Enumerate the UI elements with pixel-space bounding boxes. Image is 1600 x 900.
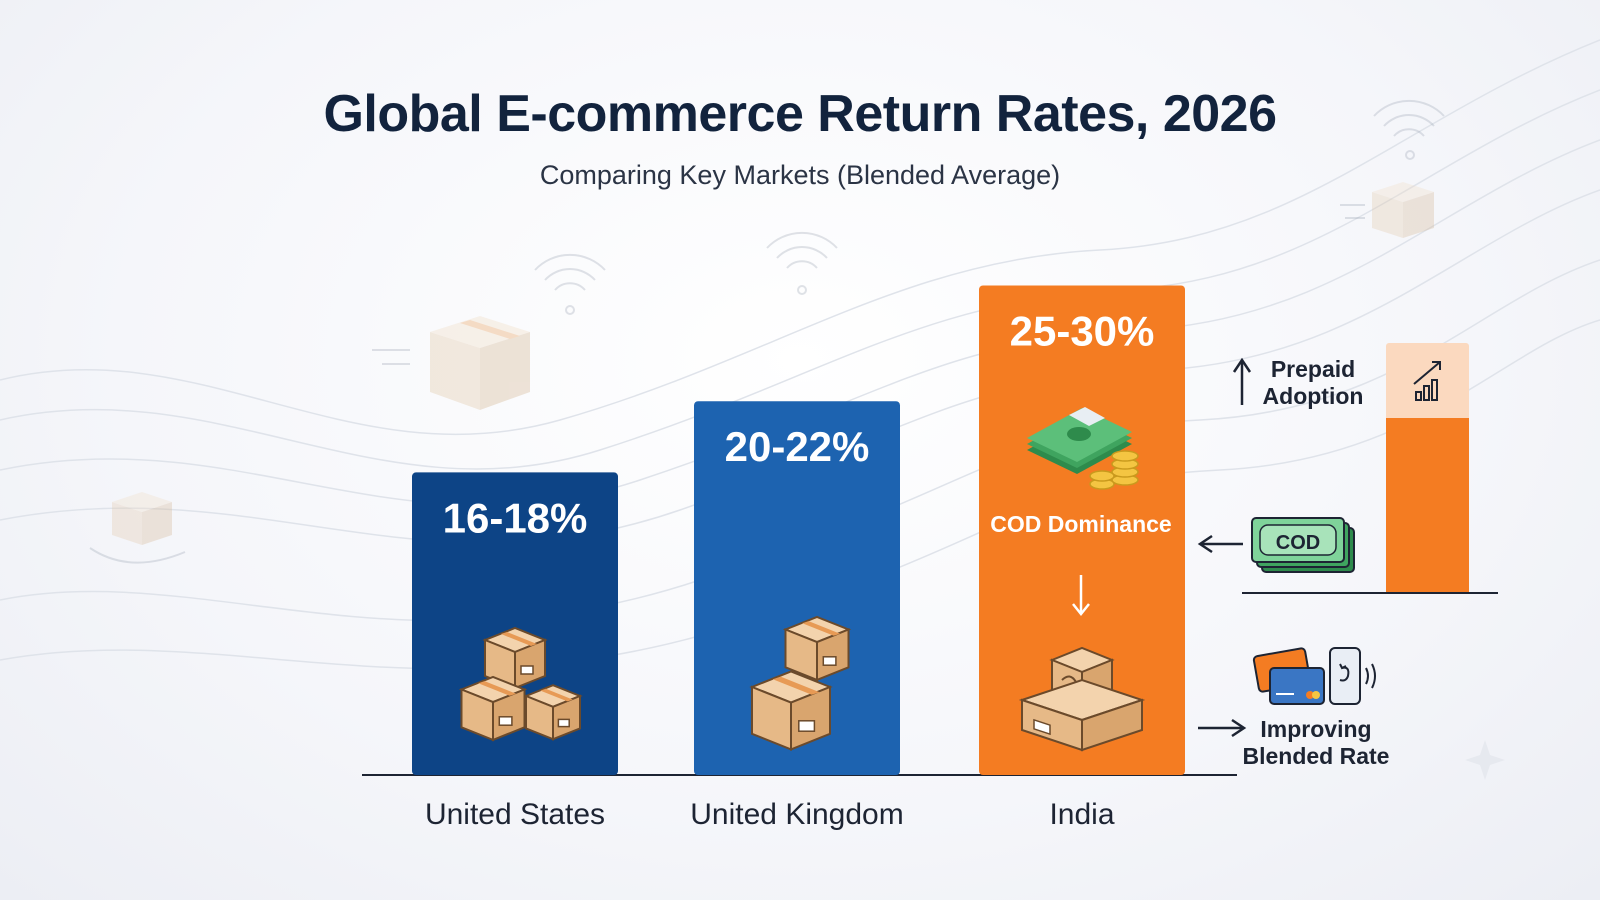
return-box-icon — [1018, 646, 1146, 752]
improving-blended-rate-label: Improving Blended Rate — [1242, 716, 1390, 769]
chart-title: Global E-commerce Return Rates, 2026 — [323, 85, 1277, 143]
prepaid-bar-highlight — [1386, 343, 1469, 421]
cash-coins-icon — [1027, 407, 1139, 490]
bar-value-label: 25-30% — [1010, 308, 1155, 355]
cod-dominance-label: COD Dominance — [990, 511, 1171, 537]
x-tick-label: India — [1049, 798, 1114, 831]
x-tick-label: United Kingdom — [690, 798, 903, 831]
cod-badge-label: COD — [1276, 532, 1320, 554]
bar-value-label: 20-22% — [725, 423, 870, 470]
chart-subtitle: Comparing Key Markets (Blended Average) — [539, 160, 1061, 190]
box-stack-icon — [749, 615, 852, 751]
bar-united-kingdom — [694, 401, 900, 775]
x-tick-label: United States — [425, 798, 605, 831]
prepaid-bar — [1386, 418, 1469, 593]
growth-chart-icon — [1413, 361, 1441, 401]
bar-india — [979, 285, 1185, 775]
box-stack-icon — [458, 626, 583, 742]
bar-value-label: 16-18% — [443, 494, 588, 541]
phone-payment-icon — [1329, 647, 1376, 705]
faded-box-icon — [430, 316, 530, 410]
cod-cash-icon — [1251, 517, 1355, 573]
bars-group: 16-18% 20-22% 25-30% — [412, 285, 1185, 775]
prepaid-adoption-label: Prepaid Adoption — [1262, 356, 1364, 409]
card-icon — [1252, 647, 1325, 705]
x-tick-labels: United States United Kingdom India — [425, 798, 1115, 831]
